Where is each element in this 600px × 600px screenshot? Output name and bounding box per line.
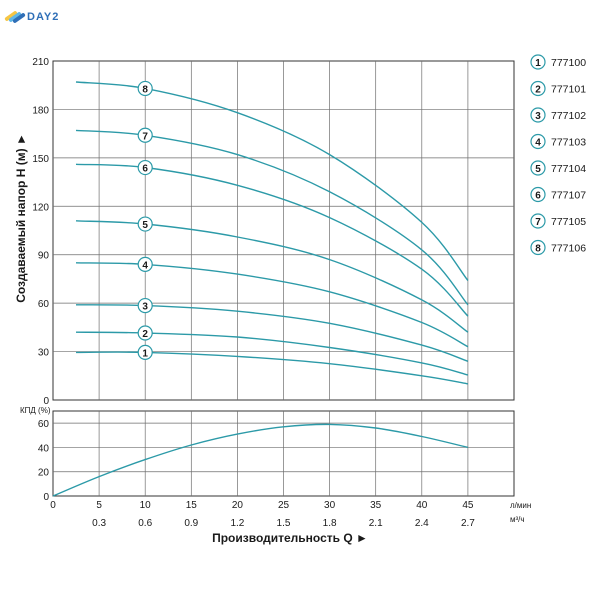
- curve-marker-label: 6: [142, 164, 148, 175]
- y-tick-label: 60: [38, 299, 50, 310]
- legend-item: 4 777103: [530, 133, 586, 150]
- x-tick-label-secondary: 2.7: [461, 518, 475, 529]
- legend-label: 777102: [551, 110, 586, 122]
- legend-marker-number: 7: [535, 217, 541, 228]
- x-tick-label: 5: [96, 500, 102, 511]
- legend-marker-number: 4: [535, 138, 541, 149]
- x-axis-unit-secondary: м³/ч: [510, 515, 525, 524]
- efficiency-curve: [52, 423, 469, 497]
- curve-marker-circle: [137, 256, 153, 272]
- curve-marker-label: 5: [142, 220, 148, 231]
- x-tick-label-secondary: 0.3: [92, 518, 106, 529]
- legend-marker-number: 3: [535, 111, 541, 122]
- legend-item: 7 777105: [530, 213, 586, 229]
- y-tick-label: 120: [32, 202, 49, 213]
- legend-marker-number: 1: [535, 58, 541, 69]
- x-tick-label-secondary: 1.8: [323, 518, 337, 529]
- legend-marker-number: 8: [535, 244, 541, 255]
- legend-marker-number: 6: [535, 191, 541, 202]
- legend-item: 1 777100: [530, 54, 586, 70]
- x-tick-label: 45: [462, 500, 474, 511]
- curve-marker-circle: [137, 216, 153, 232]
- x-tick-label: 25: [278, 500, 290, 511]
- legend: 1 777100 2 777101 3 777102 4 777103 5 777104 6 7771…: [530, 54, 586, 256]
- curve-marker-circle: [137, 159, 153, 176]
- brand-logo-stripe: [4, 11, 18, 21]
- x-axis-unit-primary: л/мин: [510, 501, 531, 510]
- head-curve-777105: [75, 129, 469, 306]
- curve-marker-label: 7: [142, 131, 148, 142]
- brand-logo-stripe: [8, 12, 22, 22]
- curve-marker-label: 1: [142, 348, 148, 359]
- legend-marker-circle: [530, 80, 546, 97]
- curve-marker-label: 8: [142, 84, 148, 95]
- legend-label: 777107: [551, 190, 586, 202]
- x-tick-label-secondary: 1.5: [277, 518, 291, 529]
- brand-logo-stripe: [12, 13, 26, 23]
- head-curve-777100: [75, 351, 469, 385]
- x-tick-label-secondary: 2.1: [369, 518, 383, 529]
- x-tick-label-secondary: 0.9: [184, 518, 198, 529]
- legend-marker-circle: [530, 133, 546, 150]
- legend-marker-circle: [530, 239, 546, 256]
- legend-marker-circle: [530, 54, 546, 70]
- legend-item: 3 777102: [530, 107, 586, 123]
- y-tick-label: 180: [32, 105, 49, 116]
- x-tick-label: 10: [140, 500, 152, 511]
- legend-marker-number: 5: [535, 164, 541, 175]
- x-tick-label: 35: [370, 500, 382, 511]
- curve-marker-label: 4: [142, 260, 148, 271]
- legend-marker-circle: [530, 186, 546, 203]
- brand-logo-icon: [4, 11, 26, 23]
- y-tick-label: 30: [38, 348, 50, 359]
- x-tick-label-secondary: 2.4: [415, 518, 429, 529]
- x-tick-label: 0: [50, 500, 56, 511]
- legend-item: 8 777106: [530, 239, 586, 256]
- legend-label: 777101: [551, 84, 586, 96]
- brand-logo-text: DAY2: [27, 11, 59, 23]
- y-tick-label: 210: [32, 57, 49, 68]
- y-tick-label: 90: [38, 251, 50, 262]
- x-tick-label: 30: [324, 500, 336, 511]
- legend-marker-number: 2: [535, 85, 541, 96]
- head-curve-777106: [75, 81, 469, 281]
- legend-item: 2 777101: [530, 80, 586, 97]
- curve-marker-circle: [137, 344, 153, 360]
- y-tick-label: 0: [43, 396, 49, 407]
- x-tick-label: 20: [232, 500, 244, 511]
- legend-label: 777104: [551, 163, 586, 175]
- efficiency-tick-label: 0: [43, 492, 49, 503]
- legend-item: 6 777107: [530, 186, 586, 203]
- legend-label: 777100: [551, 57, 586, 69]
- brand-logo: DAY2: [2, 4, 72, 31]
- y-tick-label: 150: [32, 154, 49, 165]
- curve-marker-circle: [137, 80, 153, 97]
- head-curve-777101: [75, 331, 469, 376]
- curve-marker-label: 3: [142, 302, 148, 313]
- efficiency-tick-label: 40: [38, 443, 50, 454]
- x-tick-label-secondary: 1.2: [230, 518, 244, 529]
- x-tick-label: 40: [416, 500, 428, 511]
- legend-label: 777103: [551, 137, 586, 149]
- curve-marker-label: 2: [142, 329, 148, 340]
- x-tick-label: 15: [186, 500, 198, 511]
- efficiency-axis-title: КПД (%): [20, 406, 51, 415]
- y-axis-title: Создаваемый напор H (м) ►: [14, 133, 28, 303]
- legend-marker-circle: [530, 213, 546, 229]
- efficiency-tick-label: 60: [38, 419, 50, 430]
- legend-label: 777106: [551, 243, 586, 255]
- curve-marker-circle: [137, 127, 153, 143]
- curve-marker-circle: [137, 325, 153, 341]
- legend-item: 5 777104: [530, 160, 586, 176]
- efficiency-tick-label: 20: [38, 468, 50, 479]
- x-tick-label-secondary: 0.6: [138, 518, 152, 529]
- legend-marker-circle: [530, 160, 546, 176]
- x-axis-title: Производительность Q ►: [212, 531, 368, 545]
- legend-label: 777105: [551, 216, 586, 228]
- curve-marker-circle: [137, 297, 153, 314]
- legend-marker-circle: [530, 107, 546, 123]
